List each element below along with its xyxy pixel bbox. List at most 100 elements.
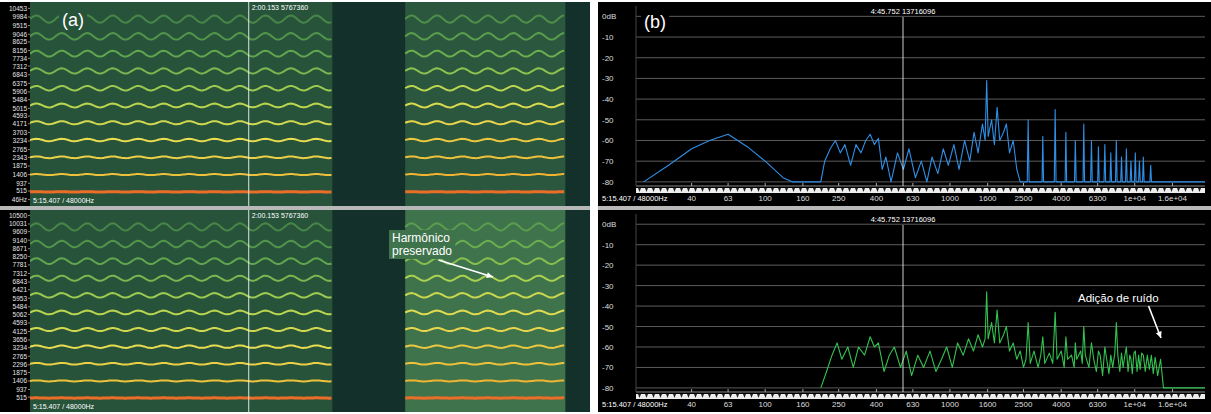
tick-label: 160 bbox=[796, 400, 810, 409]
keyboard-key bbox=[1191, 188, 1194, 192]
keyboard-key bbox=[813, 394, 816, 398]
x-axis bbox=[636, 392, 1205, 393]
tick-label: 5906 bbox=[13, 88, 28, 95]
harmonic bbox=[30, 241, 332, 248]
duration-label: 5:15.407 / 48000Hz bbox=[33, 403, 95, 410]
panel-label: (a) bbox=[62, 10, 84, 30]
keyboard-key bbox=[792, 188, 795, 192]
tick bbox=[912, 183, 913, 186]
keyboard-key bbox=[701, 188, 704, 192]
tick bbox=[28, 41, 30, 42]
keyboard-key bbox=[687, 394, 690, 398]
tick-label: 250 bbox=[832, 400, 846, 409]
tick-label: 160 bbox=[796, 194, 810, 203]
harmonic bbox=[30, 33, 332, 40]
label-patch bbox=[59, 9, 87, 31]
tick bbox=[28, 289, 30, 290]
spectrum-line bbox=[644, 80, 1205, 181]
harmonic bbox=[30, 396, 332, 399]
keyboard-key bbox=[708, 394, 711, 398]
keyboard-key bbox=[799, 394, 802, 398]
keyboard-key bbox=[981, 188, 984, 192]
panel-background bbox=[598, 210, 1211, 412]
keyboard-key bbox=[904, 188, 907, 192]
tick bbox=[28, 157, 30, 158]
keyboard-key bbox=[981, 394, 984, 398]
tick bbox=[28, 364, 30, 365]
keyboard-key bbox=[1107, 394, 1110, 398]
keyboard-key bbox=[1044, 188, 1047, 192]
tick bbox=[28, 74, 30, 75]
keyboard-key bbox=[827, 188, 830, 192]
keyboard-key bbox=[960, 188, 963, 192]
tick-label: 937 bbox=[16, 180, 27, 187]
keyboard-key bbox=[988, 188, 991, 192]
tick-label: -50 bbox=[602, 323, 614, 332]
spectrum-line bbox=[821, 292, 1205, 388]
duration-label: 5:15.407 / 48000Hz bbox=[33, 197, 95, 204]
keyboard-key bbox=[946, 394, 949, 398]
annotation: Adição de ruído bbox=[1078, 292, 1159, 304]
harmonic bbox=[30, 121, 332, 124]
keyboard-key bbox=[1072, 188, 1075, 192]
harmonic bbox=[405, 258, 564, 264]
harmonic bbox=[30, 293, 332, 298]
tick-label: 46Hz bbox=[12, 196, 27, 203]
keyboard-key bbox=[890, 394, 893, 398]
tick bbox=[1097, 183, 1098, 186]
keyboard-key bbox=[1037, 394, 1040, 398]
tick-label: 100 bbox=[758, 194, 772, 203]
grid-line bbox=[636, 387, 1205, 388]
keyboard-key bbox=[1093, 394, 1096, 398]
keyboard-key bbox=[1156, 188, 1159, 192]
harmonic bbox=[405, 68, 564, 73]
tick-label: 2500 bbox=[1015, 400, 1033, 409]
keyboard-key bbox=[743, 188, 746, 192]
keyboard-key bbox=[1065, 394, 1068, 398]
keyboard-key bbox=[1023, 394, 1026, 398]
tick bbox=[28, 264, 30, 265]
keyboard-key bbox=[974, 394, 977, 398]
keyboard-key bbox=[778, 394, 781, 398]
tick-label: 4125 bbox=[13, 328, 28, 335]
keyboard-key bbox=[1128, 394, 1131, 398]
tick bbox=[765, 183, 766, 186]
keyboard-key bbox=[890, 188, 893, 192]
tick-label: 3234 bbox=[13, 344, 28, 351]
figure: 1045399849515904686258156773473126843637… bbox=[0, 0, 1211, 414]
tick-label: 1000 bbox=[941, 194, 959, 203]
tick-label: 1406 bbox=[13, 377, 28, 384]
keyboard-key bbox=[659, 188, 662, 192]
tick bbox=[987, 183, 988, 186]
keyboard-key bbox=[1149, 188, 1152, 192]
tick-label: 10031 bbox=[9, 220, 27, 227]
tick bbox=[1061, 183, 1062, 186]
tick-label: -80 bbox=[602, 384, 614, 393]
tick bbox=[28, 123, 30, 124]
harmonic bbox=[405, 328, 564, 331]
tick bbox=[912, 389, 913, 392]
spectrogram-panel: 1045399849515904686258156773473126843637… bbox=[0, 2, 590, 206]
harmonic bbox=[405, 104, 564, 108]
tick bbox=[838, 389, 839, 392]
harmonic bbox=[30, 174, 332, 175]
harmonic bbox=[30, 363, 332, 365]
tick bbox=[28, 347, 30, 348]
tick-label: 7312 bbox=[13, 270, 28, 277]
marks bbox=[644, 80, 1205, 181]
keyboard-key bbox=[911, 394, 914, 398]
panel-separator bbox=[0, 206, 590, 210]
tick-label: -20 bbox=[602, 54, 614, 63]
tick-label: 1e+04 bbox=[1124, 400, 1147, 409]
harmonic bbox=[405, 346, 564, 348]
keyboard-key bbox=[1072, 394, 1075, 398]
keyboard-key bbox=[953, 188, 956, 192]
harmonic bbox=[30, 328, 332, 331]
harmonic bbox=[30, 346, 332, 348]
keyboard-key bbox=[813, 188, 816, 192]
tick-label: 400 bbox=[870, 400, 884, 409]
tick bbox=[1134, 389, 1135, 392]
keyboard-key bbox=[785, 188, 788, 192]
tick-label: 630 bbox=[906, 194, 920, 203]
harmonic bbox=[30, 258, 332, 264]
